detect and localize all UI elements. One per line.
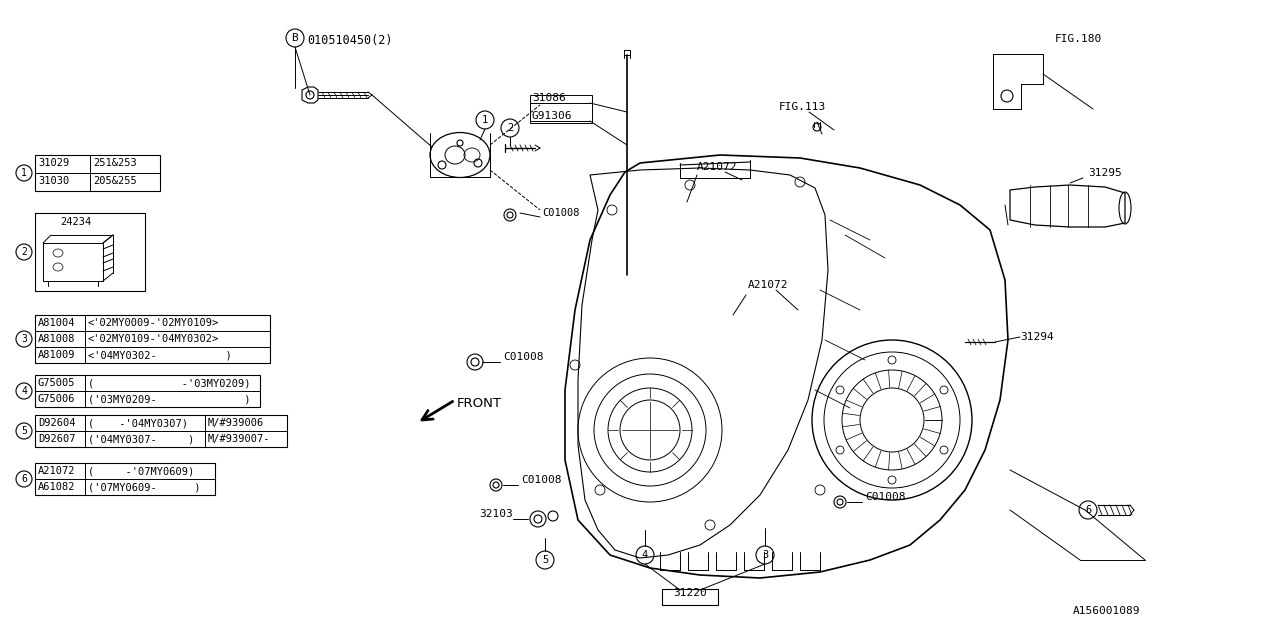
Text: 31295: 31295	[1088, 168, 1121, 178]
Text: ('04MY0307-     ): ('04MY0307- )	[88, 434, 195, 444]
Text: C01008: C01008	[541, 208, 580, 218]
Text: C01008: C01008	[521, 475, 562, 485]
Text: A156001089: A156001089	[1073, 606, 1140, 616]
Text: 1: 1	[20, 168, 27, 178]
Text: FIG.180: FIG.180	[1055, 34, 1102, 44]
Text: G75006: G75006	[38, 394, 76, 404]
Text: A21072: A21072	[38, 466, 76, 476]
Text: 32103: 32103	[479, 509, 513, 519]
Text: D92607: D92607	[38, 434, 76, 444]
Text: <'04MY0302-           ): <'04MY0302- )	[88, 350, 232, 360]
Text: (     -'07MY0609): ( -'07MY0609)	[88, 466, 195, 476]
Text: <'02MY0009-'02MY0109>: <'02MY0009-'02MY0109>	[88, 318, 219, 328]
Text: ('03MY0209-              ): ('03MY0209- )	[88, 394, 251, 404]
Text: 4: 4	[20, 386, 27, 396]
Bar	[530, 95, 591, 123]
Text: 2: 2	[20, 247, 27, 257]
Text: 6: 6	[20, 474, 27, 484]
Text: G75005: G75005	[38, 378, 76, 388]
Text: 2: 2	[507, 123, 513, 133]
Text: 010510450(2): 010510450(2)	[307, 34, 393, 47]
Text: FRONT: FRONT	[457, 397, 502, 410]
Text: B: B	[292, 33, 298, 43]
Text: (    -'04MY0307): ( -'04MY0307)	[88, 418, 188, 428]
Text: 3: 3	[20, 334, 27, 344]
Bar	[35, 375, 260, 407]
Text: 31220: 31220	[673, 588, 707, 598]
Text: 3: 3	[762, 550, 768, 560]
Bar	[35, 315, 270, 363]
Text: M/#939007-: M/#939007-	[207, 434, 270, 444]
Text: 205&255: 205&255	[93, 176, 137, 186]
Bar	[662, 589, 718, 605]
Text: 251&253: 251&253	[93, 158, 137, 168]
Text: 31030: 31030	[38, 176, 69, 186]
Text: ('07MY0609-      ): ('07MY0609- )	[88, 482, 201, 492]
Text: G91306: G91306	[532, 111, 572, 121]
Text: 31029: 31029	[38, 158, 69, 168]
Text: A81004: A81004	[38, 318, 76, 328]
Text: <'02MY0109-'04MY0302>: <'02MY0109-'04MY0302>	[88, 334, 219, 344]
Bar	[35, 463, 215, 495]
Bar	[35, 155, 160, 191]
Text: A61082: A61082	[38, 482, 76, 492]
Text: D92604: D92604	[38, 418, 76, 428]
Text: C01008: C01008	[865, 492, 905, 502]
Text: 31086: 31086	[532, 93, 566, 103]
Text: FIG.113: FIG.113	[780, 102, 827, 112]
Text: (              -'03MY0209): ( -'03MY0209)	[88, 378, 251, 388]
Text: A21072: A21072	[698, 162, 737, 172]
Text: M/#939006: M/#939006	[207, 418, 264, 428]
Bar	[35, 415, 287, 447]
Text: 24234: 24234	[60, 217, 91, 227]
Bar	[35, 213, 145, 291]
Text: 5: 5	[541, 555, 548, 565]
Text: A81008: A81008	[38, 334, 76, 344]
Text: C01008: C01008	[503, 352, 544, 362]
Text: 5: 5	[20, 426, 27, 436]
Text: 1: 1	[481, 115, 488, 125]
Text: 31294: 31294	[1020, 332, 1053, 342]
Text: A21072: A21072	[748, 280, 788, 290]
Text: 4: 4	[641, 550, 648, 560]
Text: A81009: A81009	[38, 350, 76, 360]
Text: 6: 6	[1085, 505, 1091, 515]
